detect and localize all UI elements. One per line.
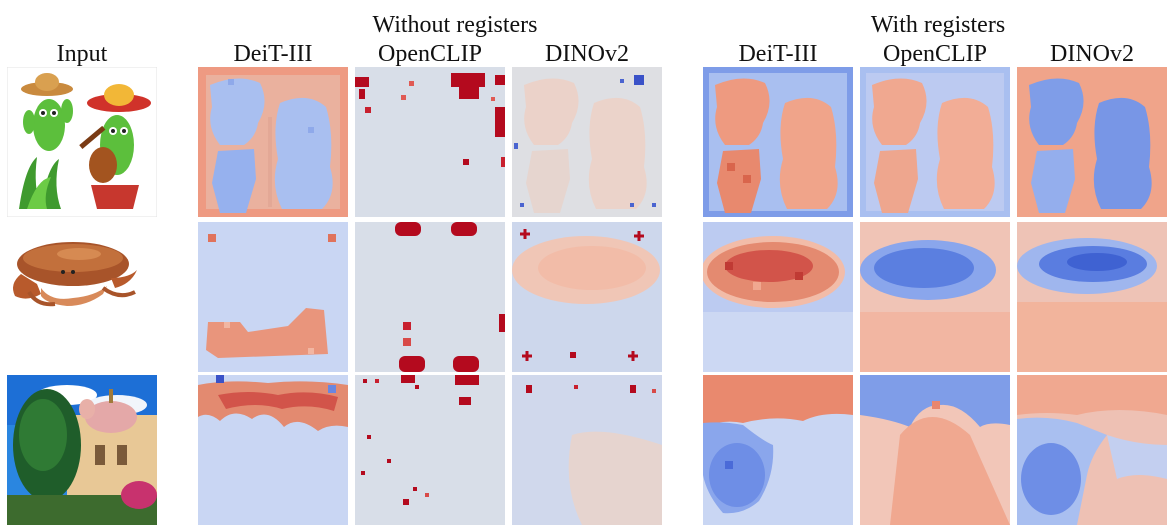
- attention-map-deit3-with-crab: [703, 222, 853, 372]
- input-image-crab: [7, 222, 157, 372]
- attention-map-dinov2-with-cactus: [1017, 67, 1167, 217]
- column-label-openclip-without: OpenCLIP: [378, 41, 482, 67]
- attention-map-deit3-without-cactus: [198, 67, 348, 217]
- attention-map-dinov2-without-cactus: [512, 67, 662, 217]
- column-label-deit3-with: DeiT-III: [738, 41, 818, 67]
- column-label-openclip-with: OpenCLIP: [883, 41, 987, 67]
- group-label-without-registers: Without registers: [372, 12, 538, 38]
- attention-map-openclip-without-crab: [355, 222, 505, 372]
- attention-map-deit3-with-cactus: [703, 67, 853, 217]
- attention-map-dinov2-with-church: [1017, 375, 1167, 525]
- attention-map-dinov2-without-crab: [512, 222, 662, 372]
- attention-map-deit3-without-church: [198, 375, 348, 525]
- attention-map-openclip-without-cactus: [355, 67, 505, 217]
- column-label-input: Input: [56, 41, 108, 67]
- attention-map-deit3-without-crab: [198, 222, 348, 372]
- group-label-with-registers: With registers: [870, 12, 1006, 38]
- attention-map-deit3-with-church: [703, 375, 853, 525]
- input-image-cactus: [7, 67, 157, 217]
- attention-map-openclip-without-church: [355, 375, 505, 525]
- attention-map-dinov2-with-crab: [1017, 222, 1167, 372]
- column-label-deit3-without: DeiT-III: [233, 41, 313, 67]
- attention-map-openclip-with-church: [860, 375, 1010, 525]
- attention-map-openclip-with-cactus: [860, 67, 1010, 217]
- column-label-dinov2-with: DINOv2: [1050, 41, 1134, 67]
- input-image-church: [7, 375, 157, 525]
- column-label-dinov2-without: DINOv2: [545, 41, 629, 67]
- attention-map-dinov2-without-church: [512, 375, 662, 525]
- attention-map-openclip-with-crab: [860, 222, 1010, 372]
